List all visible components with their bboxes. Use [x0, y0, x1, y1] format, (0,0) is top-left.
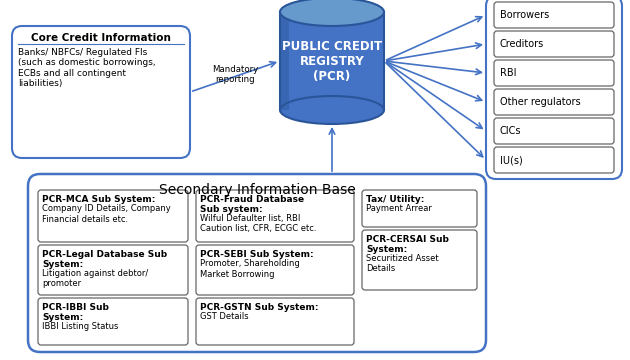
Text: PUBLIC CREDIT
REGISTRY
(PCR): PUBLIC CREDIT REGISTRY (PCR) [282, 40, 382, 82]
FancyBboxPatch shape [38, 298, 188, 345]
FancyBboxPatch shape [486, 0, 622, 179]
FancyBboxPatch shape [494, 147, 614, 173]
FancyBboxPatch shape [38, 245, 188, 295]
Text: Tax/ Utility:: Tax/ Utility: [366, 195, 425, 204]
FancyBboxPatch shape [494, 2, 614, 28]
Bar [280, 12, 289, 110]
Text: Other regulators: Other regulators [500, 97, 581, 107]
FancyBboxPatch shape [28, 174, 486, 352]
FancyBboxPatch shape [12, 26, 190, 158]
Text: PCR-IBBI Sub
System:: PCR-IBBI Sub System: [42, 303, 109, 323]
Text: PCR-MCA Sub System:: PCR-MCA Sub System: [42, 195, 156, 204]
Text: IBBI Listing Status: IBBI Listing Status [42, 322, 118, 331]
Text: Mandatory
reporting: Mandatory reporting [212, 64, 258, 84]
Text: Creditors: Creditors [500, 39, 544, 49]
Text: Litigation against debtor/
promoter: Litigation against debtor/ promoter [42, 269, 148, 288]
Text: PCR-CERSAI Sub
System:: PCR-CERSAI Sub System: [366, 235, 449, 255]
Text: RBI: RBI [500, 68, 517, 78]
Bar [280, 12, 384, 110]
FancyBboxPatch shape [196, 245, 354, 295]
Text: Borrowers: Borrowers [500, 10, 549, 20]
Text: Core Credit Information: Core Credit Information [31, 33, 171, 43]
FancyBboxPatch shape [362, 230, 477, 290]
Ellipse shape [280, 96, 384, 124]
Text: CICs: CICs [500, 126, 522, 136]
FancyBboxPatch shape [362, 190, 477, 227]
Text: GST Details: GST Details [200, 312, 249, 321]
Text: Securitized Asset
Details: Securitized Asset Details [366, 254, 438, 273]
Text: Promoter, Shareholding
Market Borrowing: Promoter, Shareholding Market Borrowing [200, 260, 300, 279]
Text: Wilful Defaulter list, RBI
Caution list, CFR, ECGC etc.: Wilful Defaulter list, RBI Caution list,… [200, 214, 316, 233]
Text: PCR-SEBI Sub System:: PCR-SEBI Sub System: [200, 250, 314, 259]
Text: IU(s): IU(s) [500, 155, 523, 165]
Ellipse shape [280, 0, 384, 26]
Text: Secondary Information Base: Secondary Information Base [159, 183, 355, 197]
FancyBboxPatch shape [494, 89, 614, 115]
FancyBboxPatch shape [38, 190, 188, 242]
Text: Company ID Details, Company
Financial details etc.: Company ID Details, Company Financial de… [42, 204, 171, 224]
FancyBboxPatch shape [494, 118, 614, 144]
FancyBboxPatch shape [494, 31, 614, 57]
Text: PCR-Fraud Database
Sub system:: PCR-Fraud Database Sub system: [200, 195, 304, 215]
Text: PCR-Legal Database Sub
System:: PCR-Legal Database Sub System: [42, 250, 167, 269]
Text: Payment Arrear: Payment Arrear [366, 204, 432, 213]
FancyBboxPatch shape [196, 298, 354, 345]
Text: Banks/ NBFCs/ Regulated FIs
(such as domestic borrowings,
ECBs and all contingen: Banks/ NBFCs/ Regulated FIs (such as dom… [18, 48, 156, 88]
Text: PCR-GSTN Sub System:: PCR-GSTN Sub System: [200, 303, 319, 312]
FancyBboxPatch shape [196, 190, 354, 242]
FancyBboxPatch shape [494, 60, 614, 86]
